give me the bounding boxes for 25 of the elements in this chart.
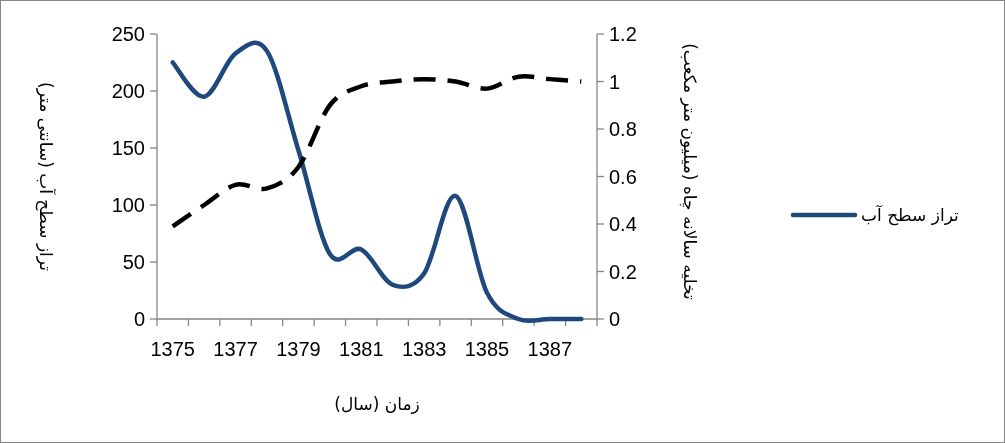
- x-tick-label: 1385: [464, 338, 510, 360]
- x-tick-label: 1379: [276, 338, 321, 360]
- y-tick-label: 250: [111, 23, 145, 45]
- y2-axis-title: تخلیه سالانه چاه (میلیون متر مکعب): [679, 43, 700, 301]
- y-tick-label: 200: [111, 80, 145, 102]
- y2-tick-label: 0.2: [609, 260, 637, 283]
- y2-tick-label: 0: [609, 308, 621, 330]
- y-tick-label: 0: [133, 308, 145, 330]
- y-tick-label: 100: [111, 194, 145, 216]
- y-tick-label: 150: [111, 137, 145, 159]
- x-axis-title: زمان (سال): [334, 394, 420, 414]
- y-axis-title: تراز سطح آب (سانتی متر): [35, 82, 57, 272]
- legend: تراز سطح آب: [790, 205, 959, 225]
- y2-tick-label: 1.2: [609, 23, 637, 45]
- y2-tick-label: 0.6: [609, 165, 637, 188]
- x-tick-label: 1381: [339, 338, 384, 360]
- x-tick-label: 1377: [213, 338, 258, 360]
- x-tick-label: 1375: [150, 338, 195, 360]
- x-tick-label: 1387: [527, 338, 573, 360]
- legend-label: تراز سطح آب: [861, 204, 960, 226]
- y2-tick-label: 1: [609, 70, 621, 93]
- y2-tick-label: 0.4: [609, 213, 637, 235]
- y-tick-label: 50: [122, 251, 145, 273]
- y2-tick-label: 0.8: [609, 118, 637, 140]
- x-tick-label: 1383: [401, 338, 447, 360]
